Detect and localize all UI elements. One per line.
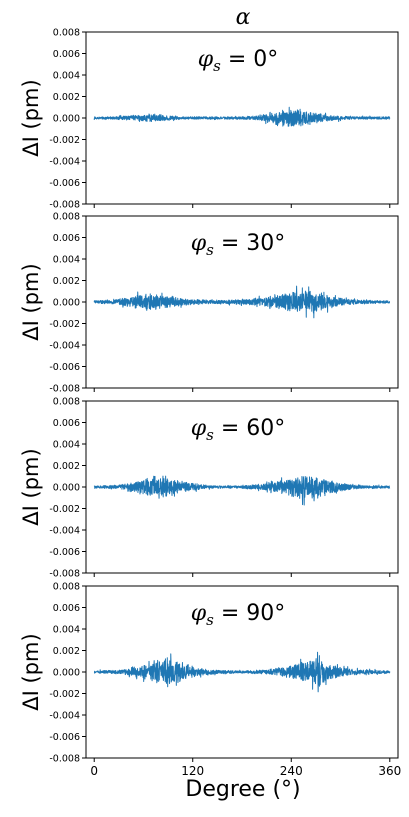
series-line-3: [93, 651, 391, 693]
y-tick-label-1-5: -0.002: [49, 319, 80, 330]
chart-panel-0: 0.008 0.006 0.004 0.002 0.000 -0.002 -0.004 -0.…: [19, 27, 399, 210]
y-tick-label-3-8: -0.008: [49, 753, 80, 764]
y-tick-label-1-4: 0.000: [53, 297, 80, 308]
y-tick-label-2-4: 0.000: [53, 482, 80, 493]
y-tick-label-3-4: 0.000: [53, 667, 80, 678]
y-axis-label-0: ΔI (pm): [19, 79, 43, 156]
figure-suptitle: α: [236, 5, 251, 30]
y-axis-label-2: ΔI (pm): [19, 448, 43, 525]
panel-title-2: φs = 60°: [191, 416, 286, 444]
y-tick-label-2-3: 0.002: [53, 461, 80, 472]
y-tick-label-2-7: -0.006: [49, 547, 80, 558]
y-tick-label-1-2: 0.004: [53, 254, 80, 265]
y-tick-label-3-3: 0.002: [53, 646, 80, 657]
y-tick-label-0-2: 0.004: [53, 70, 80, 81]
y-tick-label-0-8: -0.008: [49, 199, 80, 210]
x-tick-label-3-1: 120: [181, 764, 204, 778]
y-axis-label-3: ΔI (pm): [19, 633, 43, 710]
y-tick-label-1-8: -0.008: [49, 383, 80, 394]
y-axis-label-1: ΔI (pm): [19, 263, 43, 340]
series-line-0: [93, 106, 391, 127]
y-tick-label-2-5: -0.002: [49, 504, 80, 515]
y-tick-label-2-6: -0.004: [49, 525, 80, 536]
series-line-2: [93, 475, 391, 506]
y-tick-label-3-5: -0.002: [49, 689, 80, 700]
y-tick-label-0-1: 0.006: [53, 49, 80, 60]
series-line-1: [93, 285, 391, 319]
y-tick-label-3-6: -0.004: [49, 710, 80, 721]
y-tick-label-3-0: 0.008: [53, 581, 80, 592]
y-tick-label-1-1: 0.006: [53, 233, 80, 244]
y-tick-label-0-3: 0.002: [53, 92, 80, 103]
chart-panel-3: 0.008 0.006 0.004 0.002 0.000 -0.002 -0.004 -0.…: [19, 581, 401, 778]
x-tick-label-3-2: 240: [280, 764, 303, 778]
y-tick-label-1-6: -0.004: [49, 340, 80, 351]
y-tick-label-2-0: 0.008: [53, 396, 80, 407]
x-axis-label: Degree (°): [185, 777, 300, 802]
y-tick-label-2-1: 0.006: [53, 418, 80, 429]
y-tick-label-0-7: -0.006: [49, 178, 80, 189]
chart-panel-2: 0.008 0.006 0.004 0.002 0.000 -0.002 -0.004 -0.…: [19, 396, 399, 579]
y-tick-label-1-7: -0.006: [49, 362, 80, 373]
y-tick-label-0-5: -0.002: [49, 135, 80, 146]
x-tick-label-3-0: 0: [90, 764, 98, 778]
y-tick-label-3-2: 0.004: [53, 624, 80, 635]
y-tick-label-1-3: 0.002: [53, 276, 80, 287]
y-tick-label-0-6: -0.004: [49, 156, 80, 167]
y-tick-label-0-4: 0.000: [53, 113, 80, 124]
y-tick-label-2-2: 0.004: [53, 439, 80, 450]
y-tick-label-3-7: -0.006: [49, 732, 80, 743]
y-tick-label-2-8: -0.008: [49, 568, 80, 579]
y-tick-label-1-0: 0.008: [53, 211, 80, 222]
y-tick-label-3-1: 0.006: [53, 603, 80, 614]
x-tick-label-3-3: 360: [378, 764, 401, 778]
y-tick-label-0-0: 0.008: [53, 27, 80, 38]
panel-title-1: φs = 30°: [191, 231, 286, 259]
chart-panel-1: 0.008 0.006 0.004 0.002 0.000 -0.002 -0.004 -0.…: [19, 211, 399, 394]
panel-title-3: φs = 90°: [191, 601, 286, 629]
panel-title-0: φs = 0°: [198, 47, 279, 75]
